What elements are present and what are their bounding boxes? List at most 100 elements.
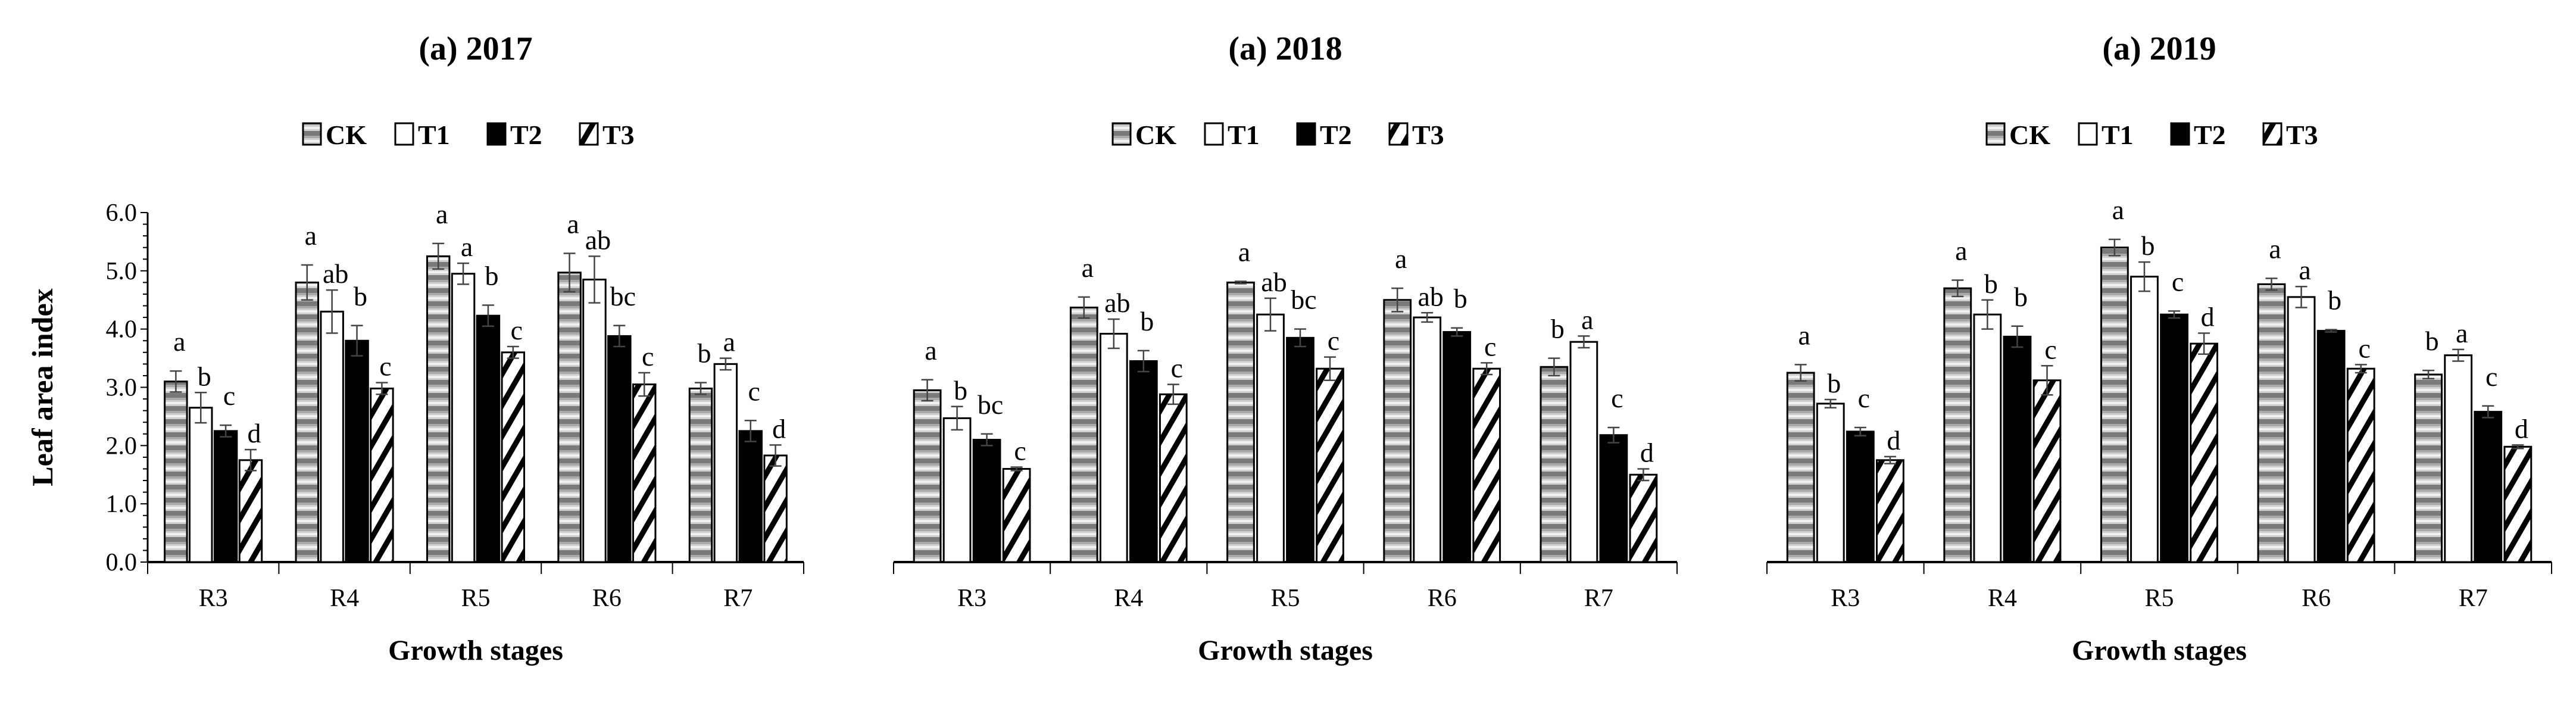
x-axis-label: Growth stages [2072, 635, 2247, 666]
bar-ck-r7 [688, 387, 713, 563]
x-tick-label: R4 [1988, 585, 2017, 612]
significance-letter: b [198, 361, 211, 391]
legend-swatch-ck [302, 122, 322, 146]
significance-letter: a [1581, 304, 1593, 335]
bar-t3-r7 [2503, 445, 2533, 563]
significance-letter: c [223, 380, 235, 411]
bar-t3-r5 [501, 351, 526, 563]
significance-letter: b [2014, 282, 2028, 312]
significance-letter: a [1238, 236, 1250, 267]
significance-letter: b [485, 261, 498, 291]
bar-ck-r3 [1786, 372, 1815, 563]
significance-letter: c [2044, 334, 2056, 364]
bar-t3-r3 [238, 459, 263, 563]
y-tick-label: 6.0 [106, 199, 138, 227]
legend-swatch-t2 [1296, 122, 1316, 146]
bar-t3-r7 [1629, 473, 1658, 563]
significance-letter: ab [1104, 288, 1130, 318]
legend-label-ck: CK [1135, 120, 1176, 150]
significance-letter: b [1827, 368, 1841, 398]
legend-swatch-t2 [2170, 122, 2190, 146]
bar-ck-r5 [1226, 281, 1255, 563]
bar-ck-r4 [1069, 306, 1098, 563]
bar-t2-r4 [1129, 360, 1158, 563]
bar-t3-r5 [2190, 342, 2219, 563]
y-axis-label: Leaf area index [26, 288, 59, 486]
significance-letter: b [954, 375, 967, 405]
bar-ck-r7 [1540, 366, 1569, 563]
bar-t1-r7 [2444, 354, 2473, 563]
significance-letter: d [1640, 437, 1654, 467]
bar-t2-r5 [2160, 313, 2188, 563]
significance-letter: c [1858, 383, 1870, 413]
significance-letter: c [1014, 436, 1026, 466]
bar-t3-r4 [2032, 379, 2062, 563]
significance-letter: bc [610, 281, 636, 311]
bar-t1-r3 [942, 417, 972, 563]
x-tick-label: R3 [199, 585, 228, 612]
chart-title: (a) 2017 [419, 30, 532, 67]
bar-t3-r3 [1002, 467, 1031, 563]
bar-t1-r4 [320, 310, 344, 563]
significance-letter: b [697, 338, 711, 369]
bar-t3-r6 [1472, 367, 1501, 563]
bar-t1-r3 [189, 407, 213, 563]
legend-label-t3: T3 [602, 120, 635, 150]
bar-t3-r6 [632, 383, 657, 563]
significance-letter: a [567, 208, 579, 239]
bar-t2-r5 [476, 314, 501, 563]
significance-letter: a [2299, 255, 2310, 285]
y-tick-label: 3.0 [106, 375, 138, 402]
significance-letter: c [511, 315, 523, 345]
x-tick-label: R4 [330, 585, 359, 612]
legend-label-t2: T2 [1320, 120, 1352, 150]
significance-letter: ab [1261, 267, 1287, 297]
bar-t3-r7 [763, 454, 788, 563]
bar-t2-r7 [2474, 411, 2503, 563]
x-tick-label: R6 [1428, 585, 1457, 612]
legend-swatch-t1 [1204, 122, 1224, 146]
legend-label-t3: T3 [1412, 120, 1444, 150]
significance-letter: c [1171, 353, 1183, 383]
bar-ck-r3 [913, 389, 942, 563]
significance-letter: b [354, 281, 367, 311]
significance-letter: a [436, 199, 448, 229]
legend-label-t1: T1 [2102, 120, 2134, 150]
significance-letter: d [1887, 425, 1900, 455]
significance-letter: d [248, 418, 261, 448]
significance-letter: bc [978, 389, 1003, 420]
legend-swatch-t1 [2078, 122, 2098, 146]
bar-t2-r3 [213, 430, 238, 563]
bar-ck-r4 [295, 281, 320, 563]
x-tick-label: R7 [1584, 585, 1613, 612]
significance-letter: c [1484, 331, 1496, 361]
bar-t1-r3 [1816, 403, 1845, 563]
significance-letter: b [1454, 283, 1467, 314]
bar-t2-r5 [1286, 336, 1314, 563]
bar-t2-r6 [2316, 330, 2346, 563]
significance-letter: d [2515, 413, 2528, 444]
significance-letter: a [461, 232, 473, 262]
y-tick-label: 2.0 [106, 432, 138, 460]
significance-letter: c [642, 341, 654, 372]
legend-swatch-t1 [394, 122, 414, 146]
x-tick-label: R6 [592, 585, 622, 612]
bar-t1-r4 [1099, 332, 1128, 563]
bar-t2-r3 [972, 439, 1001, 563]
bar-t3-r3 [1876, 459, 1904, 563]
y-tick-label: 5.0 [106, 258, 138, 285]
legend-label-t2: T2 [510, 120, 542, 150]
significance-letter: a [2112, 195, 2124, 225]
bar-t1-r7 [713, 363, 738, 563]
significance-letter: c [748, 376, 760, 406]
bar-ck-r4 [1943, 287, 1972, 563]
bar-t2-r6 [607, 335, 632, 563]
bar-t3-r5 [1316, 367, 1344, 563]
bar-ck-r7 [2414, 373, 2443, 563]
chart-panel-1: (a) 2017 CK T1 T2 T3 0.0 1.0 2.0 3.0 4.0 5.0 6.0 Lea… [26, 30, 804, 666]
chart-title: (a) 2019 [2102, 30, 2216, 67]
significance-letter: c [2359, 333, 2371, 363]
legend-label-ck: CK [326, 120, 367, 150]
x-tick-label: R5 [2144, 585, 2174, 612]
